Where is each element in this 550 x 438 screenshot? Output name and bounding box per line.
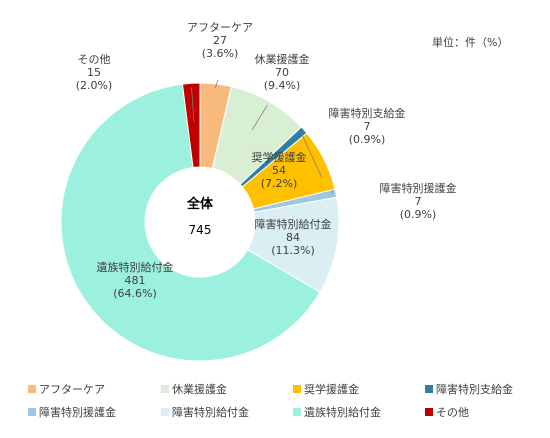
slices-group [60, 82, 340, 362]
leader-line-2 [300, 132, 323, 179]
center-value: 745 [189, 223, 212, 237]
legend-label-2: 奨学援護金 [304, 382, 359, 396]
leader-lines [191, 79, 333, 195]
legend-label-4: 障害特別援護金 [39, 405, 116, 419]
data-label-7-percent: (2.0%) [76, 79, 113, 92]
data-label-7-value: 15 [87, 66, 101, 79]
legend-label-0: アフターケア [39, 383, 105, 396]
data-label-7-name: その他 [78, 53, 111, 66]
center-label: 全体 [186, 196, 214, 212]
data-label-0-value: 27 [213, 34, 227, 47]
data-label-6-percent: (64.6%) [113, 287, 157, 300]
data-label-1-name: 休業援護金 [255, 52, 310, 66]
data-label-3-name: 奨学援護金 [252, 150, 307, 164]
data-label-5-name: 障害特別給付金 [255, 217, 332, 231]
legend-swatch-7 [425, 408, 433, 416]
legend-label-5: 障害特別給付金 [172, 405, 249, 419]
legend-swatch-6 [293, 408, 301, 416]
legend-swatch-5 [161, 408, 169, 416]
legend-label-7: その他 [436, 406, 469, 419]
legend-swatch-4 [28, 408, 36, 416]
legend-label-1: 休業援護金 [172, 382, 227, 396]
leader-line-7 [191, 87, 195, 123]
leader-line-1 [251, 104, 268, 131]
slice-7 [181, 82, 201, 168]
data-label-1-percent: (9.4%) [264, 79, 301, 92]
data-label-6-value: 481 [125, 274, 146, 287]
legend-swatch-0 [28, 385, 36, 393]
leader-line-0 [214, 79, 219, 89]
data-label-2-name: 障害特別支給金 [329, 106, 406, 120]
legend-label-6: 遺族特別給付金 [304, 405, 381, 419]
data-label-6-name: 遺族特別給付金 [97, 260, 174, 274]
legend-swatch-1 [161, 385, 169, 393]
data-label-4-value: 7 [415, 195, 422, 208]
data-label-5-percent: (11.3%) [271, 244, 315, 257]
data-label-2-value: 7 [364, 120, 371, 133]
data-label-5-value: 84 [286, 231, 300, 244]
legend-swatch-3 [425, 385, 433, 393]
data-label-4-name: 障害特別援護金 [380, 181, 457, 195]
data-label-0-percent: (3.6%) [202, 47, 239, 60]
data-label-4-percent: (0.9%) [400, 208, 437, 221]
data-label-3-value: 54 [272, 164, 286, 177]
data-label-2-percent: (0.9%) [349, 133, 386, 146]
legend-label-3: 障害特別支給金 [436, 382, 513, 396]
unit-note: 単位：件（%） [432, 35, 508, 49]
data-label-0-name: アフターケア [187, 21, 253, 34]
slice-6 [60, 83, 321, 362]
legend-swatch-2 [293, 385, 301, 393]
data-label-1-value: 70 [275, 66, 289, 79]
data-label-3-percent: (7.2%) [261, 177, 298, 190]
